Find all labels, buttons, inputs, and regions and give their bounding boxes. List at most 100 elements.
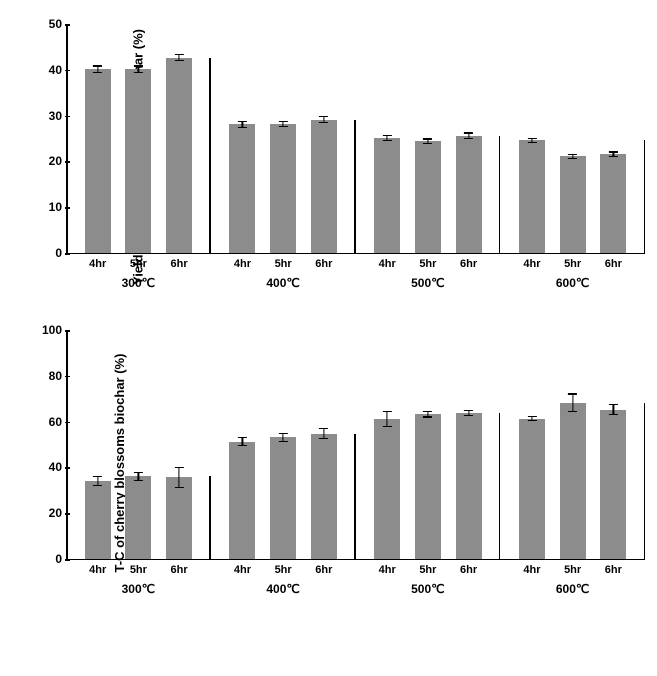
x-sub-label: 4hr xyxy=(227,564,257,576)
x-sub-label: 5hr xyxy=(558,258,588,270)
y-tick-mark xyxy=(65,376,70,378)
x-main-label: 600℃ xyxy=(500,276,645,290)
bar xyxy=(166,58,192,254)
x-sub-label: 6hr xyxy=(454,564,484,576)
x-sub-label: 6hr xyxy=(598,564,628,576)
bar xyxy=(415,414,441,559)
bar-group xyxy=(356,413,501,559)
bar-group xyxy=(66,476,211,559)
bar-column xyxy=(517,419,547,559)
bar-column xyxy=(123,69,153,253)
y-tick-label: 40 xyxy=(32,63,62,77)
y-tick-label: 20 xyxy=(32,506,62,520)
x-sub-label: 6hr xyxy=(309,258,339,270)
plot-container: 010203040504hr5hr6hr4hr5hr6hr4hr5hr6hr4h… xyxy=(66,24,645,290)
x-sub-group: 4hr5hr6hr xyxy=(66,564,211,576)
bar-group xyxy=(66,58,211,254)
x-main-labels: 300℃400℃500℃600℃ xyxy=(66,582,645,596)
bar-group xyxy=(211,120,356,253)
bar-column xyxy=(164,477,194,559)
bar xyxy=(600,410,626,560)
x-sub-label: 6hr xyxy=(164,564,194,576)
x-main-label: 400℃ xyxy=(211,276,356,290)
y-tick-mark xyxy=(65,253,70,255)
error-bar xyxy=(97,65,98,72)
y-tick-mark xyxy=(65,24,70,26)
bar xyxy=(519,419,545,559)
x-sub-label: 4hr xyxy=(517,564,547,576)
bar-group xyxy=(211,434,356,559)
y-ticks: 020406080100 xyxy=(32,330,62,559)
x-sub-label: 5hr xyxy=(268,564,298,576)
x-sub-label: 4hr xyxy=(227,258,257,270)
x-sub-label: 4hr xyxy=(83,564,113,576)
bar xyxy=(85,481,111,559)
y-tick-label: 100 xyxy=(32,323,62,337)
error-bar xyxy=(323,428,324,440)
bar-column xyxy=(83,69,113,253)
x-main-label: 600℃ xyxy=(500,582,645,596)
x-main-label: 500℃ xyxy=(356,276,501,290)
bar-group xyxy=(500,140,645,253)
x-main-labels: 300℃400℃500℃600℃ xyxy=(66,276,645,290)
error-bar xyxy=(323,116,324,123)
x-sub-group: 4hr5hr6hr xyxy=(211,564,356,576)
bar-column xyxy=(598,410,628,560)
bar xyxy=(560,156,586,253)
bar-column xyxy=(454,136,484,253)
yield-chart: Yield rate of cherry blossoms biochar (%… xyxy=(12,24,645,290)
error-bar xyxy=(427,138,428,144)
x-sub-label: 5hr xyxy=(123,258,153,270)
y-tick-label: 0 xyxy=(32,552,62,566)
error-bar xyxy=(387,135,388,141)
bar-column xyxy=(598,154,628,253)
bar-column xyxy=(227,442,257,559)
error-bar xyxy=(531,138,532,144)
error-bar xyxy=(283,433,284,442)
bar-column xyxy=(268,124,298,253)
bar-column xyxy=(309,120,339,253)
bar-group xyxy=(500,403,645,559)
x-sub-group: 4hr 5hr 6hr xyxy=(356,564,501,576)
y-tick-label: 0 xyxy=(32,246,62,260)
x-sub-label: 6hr xyxy=(164,258,194,270)
y-tick-label: 20 xyxy=(32,154,62,168)
group-divider xyxy=(644,140,646,254)
error-bar xyxy=(242,121,243,128)
bar-column xyxy=(454,413,484,559)
bar-column xyxy=(268,437,298,559)
bar xyxy=(85,69,111,253)
x-main-label: 500℃ xyxy=(356,582,501,596)
x-sub-label: 5hr xyxy=(413,564,443,576)
error-bar xyxy=(468,132,469,138)
bar xyxy=(125,476,151,559)
bar xyxy=(125,69,151,253)
bar-column xyxy=(413,414,443,559)
x-sub-label: 4hr xyxy=(83,258,113,270)
y-tick-mark xyxy=(65,467,70,469)
y-tick-mark xyxy=(65,422,70,424)
bar xyxy=(456,136,482,253)
bar-group xyxy=(356,136,501,253)
bar xyxy=(229,124,255,253)
y-tick-label: 80 xyxy=(32,369,62,383)
error-bar xyxy=(138,65,139,72)
bar xyxy=(311,120,337,253)
bar-column xyxy=(517,140,547,253)
y-tick-mark xyxy=(65,330,70,332)
x-sub-group: 4hr 5hr 6hr xyxy=(211,258,356,270)
y-tick-label: 10 xyxy=(32,200,62,214)
x-main-label: 400℃ xyxy=(211,582,356,596)
bar-column xyxy=(372,138,402,253)
bar-column xyxy=(558,156,588,253)
x-sub-labels: 4hr5hr6hr4hr5hr6hr4hr5hr6hr4hr5hr6hr xyxy=(66,258,645,270)
error-bar xyxy=(97,476,98,486)
bar-column xyxy=(558,403,588,559)
bar xyxy=(270,124,296,253)
bar xyxy=(166,477,192,559)
bar-column xyxy=(227,124,257,253)
bar xyxy=(600,154,626,253)
x-sub-label: 5hr xyxy=(268,258,298,270)
x-sub-label: 4hr xyxy=(372,564,402,576)
bar xyxy=(456,413,482,559)
